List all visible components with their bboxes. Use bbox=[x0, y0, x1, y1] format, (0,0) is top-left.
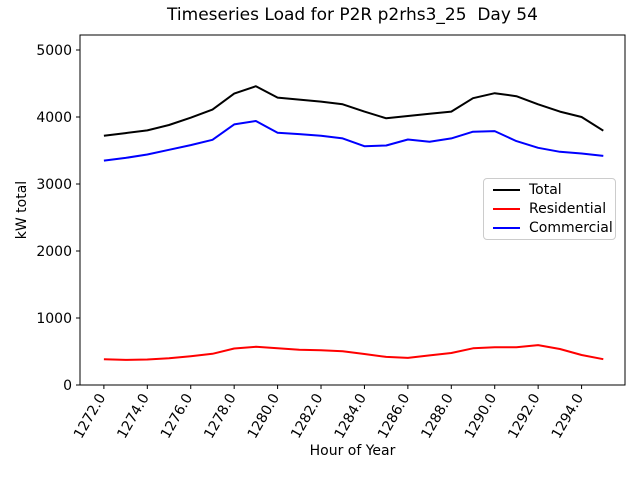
series-line-commercial bbox=[103, 120, 604, 162]
legend-label: Commercial bbox=[529, 219, 613, 236]
y-axis-label: kW total bbox=[14, 180, 30, 240]
x-tick-label: 1282.0 bbox=[288, 391, 326, 441]
legend-line-swatch-total bbox=[493, 189, 520, 192]
x-tick-label: 1290.0 bbox=[462, 391, 500, 441]
x-tick-label: 1284.0 bbox=[332, 391, 370, 441]
x-tick-label: 1286.0 bbox=[375, 391, 413, 441]
legend-item-residential: Residential bbox=[484, 202, 615, 216]
legend: Total Residential Commercial bbox=[483, 178, 616, 240]
chart-title: Timeseries Load for P2R p2rhs3_25 Day 54 bbox=[167, 5, 538, 25]
y-tick-label: 4000 bbox=[36, 110, 72, 126]
legend-item-commercial: Commercial bbox=[484, 221, 615, 235]
x-tick-label: 1278.0 bbox=[201, 391, 239, 441]
x-tick-label: 1280.0 bbox=[245, 391, 283, 441]
y-tick-label: 5000 bbox=[36, 43, 72, 59]
legend-item-total: Total bbox=[484, 183, 615, 197]
x-tick-label: 1292.0 bbox=[505, 391, 543, 441]
legend-label: Residential bbox=[529, 200, 607, 217]
axes-spines bbox=[79, 34, 626, 386]
legend-line-swatch-commercial bbox=[493, 226, 520, 229]
legend-label: Total bbox=[529, 182, 562, 199]
x-tick-label: 1272.0 bbox=[71, 391, 109, 441]
x-axis-label: Hour of Year bbox=[309, 443, 396, 459]
legend-line-swatch-residential bbox=[493, 207, 520, 210]
y-tick-label: 2000 bbox=[36, 244, 72, 260]
series-line-residential bbox=[103, 344, 604, 361]
y-tick-label: 3000 bbox=[36, 177, 72, 193]
x-tick-label: 1274.0 bbox=[114, 391, 152, 441]
y-tick-label: 0 bbox=[63, 378, 72, 394]
x-tick-label: 1276.0 bbox=[158, 391, 196, 441]
x-tick-label: 1288.0 bbox=[418, 391, 456, 441]
series-line-total bbox=[103, 85, 604, 137]
y-tick-label: 1000 bbox=[36, 311, 72, 327]
x-tick-label: 1294.0 bbox=[549, 391, 587, 441]
